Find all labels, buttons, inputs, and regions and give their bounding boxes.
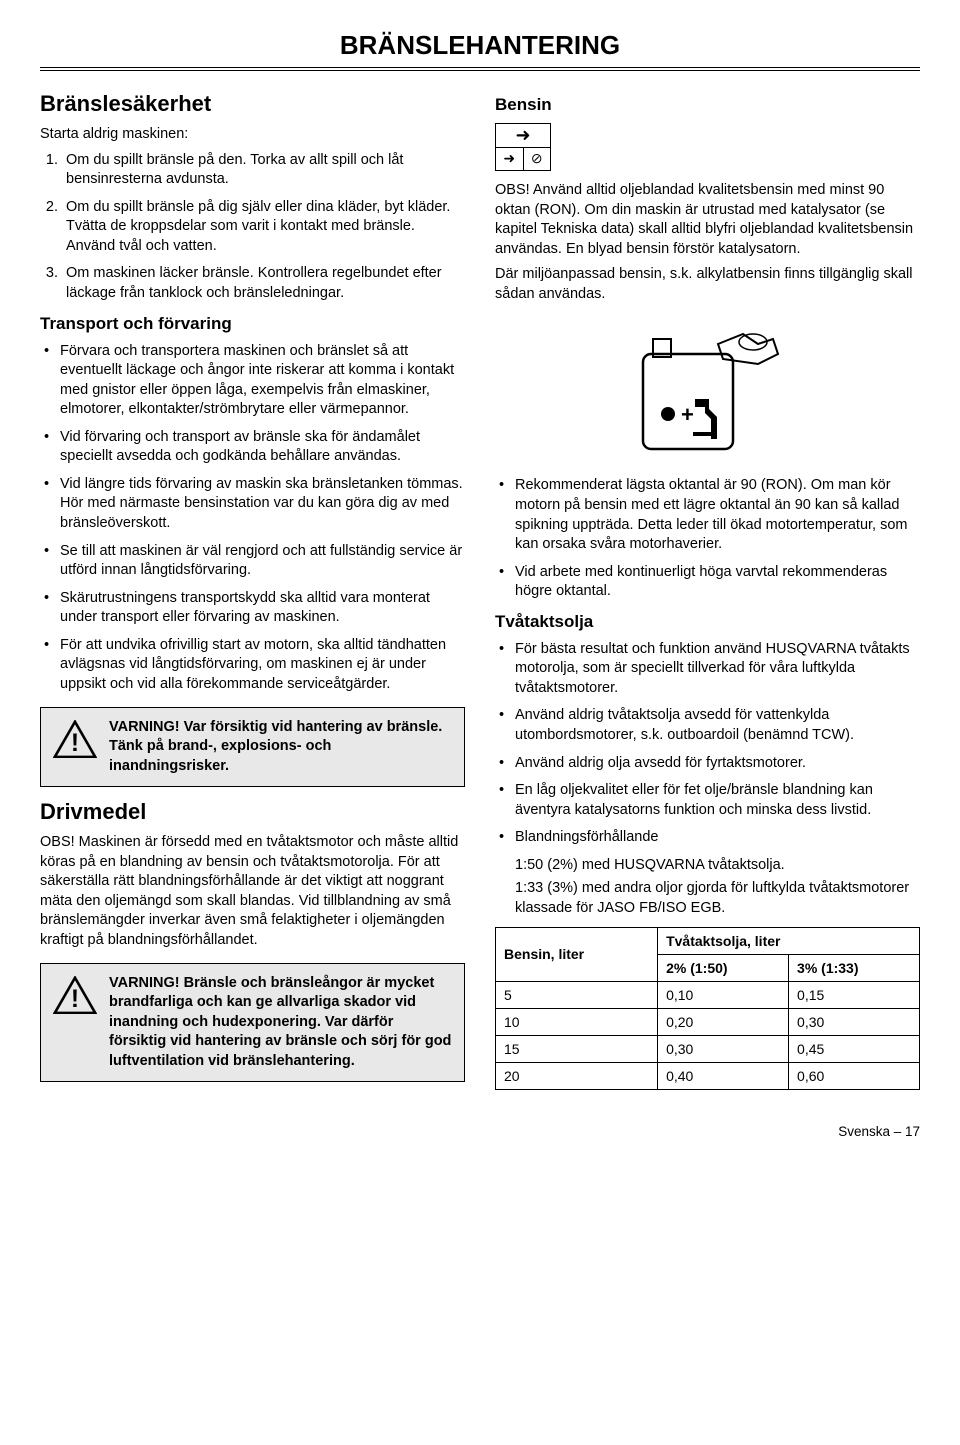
mix-ratio-1: 1:50 (2%) med HUSQVARNA tvåtaktsolja. [495, 856, 920, 876]
table-cell: 15 [496, 1035, 658, 1062]
list-item: Rekommenderat lägsta oktantal är 90 (RON… [495, 476, 920, 554]
warning-text: VARNING! Var försiktig vid hantering av … [109, 718, 452, 777]
svg-text:!: ! [71, 985, 79, 1012]
list-item: Om du spillt bränsle på dig själv eller … [62, 198, 465, 257]
safety-list: Om du spillt bränsle på den. Torka av al… [40, 151, 465, 304]
content-columns: Bränslesäkerhet Starta aldrig maskinen: … [40, 85, 920, 1094]
heading-drivmedel: Drivmedel [40, 799, 465, 825]
rule-top [40, 67, 920, 68]
table-cell: 5 [496, 981, 658, 1008]
oil-list: För bästa resultat och funktion använd H… [495, 640, 920, 848]
table-cell: 0,15 [789, 981, 920, 1008]
table-cell: 0,60 [789, 1062, 920, 1089]
fuel-symbol-icon: ➜ ➜⊘ [495, 123, 551, 171]
table-header: 3% (1:33) [789, 954, 920, 981]
table-cell: 0,30 [789, 1008, 920, 1035]
table-cell: 10 [496, 1008, 658, 1035]
table-header: Tvåtaktsolja, liter [658, 927, 920, 954]
page-title: BRÄNSLEHANTERING [40, 30, 920, 61]
table-cell: 0,45 [789, 1035, 920, 1062]
list-item: Blandningsförhållande [495, 828, 920, 848]
table-row: 20 0,40 0,60 [496, 1062, 920, 1089]
list-item: För att undvika ofrivillig start av moto… [40, 636, 465, 695]
warning-triangle-icon: ! [53, 720, 97, 759]
table-row: 5 0,10 0,15 [496, 981, 920, 1008]
list-item: Vid förvaring och transport av bränsle s… [40, 428, 465, 467]
warning-triangle-icon: ! [53, 976, 97, 1015]
list-item: För bästa resultat och funktion använd H… [495, 640, 920, 699]
mixing-table: Bensin, liter Tvåtaktsolja, liter 2% (1:… [495, 927, 920, 1090]
table-cell: 0,30 [658, 1035, 789, 1062]
table-cell: 0,40 [658, 1062, 789, 1089]
safety-intro: Starta aldrig maskinen: [40, 125, 465, 145]
warning-text: VARNING! Bränsle och bränsleångor är myc… [109, 974, 452, 1072]
bensin-p1: OBS! Använd alltid oljeblandad kvalitets… [495, 181, 920, 259]
table-cell: 0,10 [658, 981, 789, 1008]
right-column: Bensin ➜ ➜⊘ OBS! Använd alltid oljebland… [495, 85, 920, 1094]
table-cell: 20 [496, 1062, 658, 1089]
transport-list: Förvara och transportera maskinen och br… [40, 342, 465, 695]
table-row: 10 0,20 0,30 [496, 1008, 920, 1035]
list-item: Använd aldrig olja avsedd för fyrtaktsmo… [495, 754, 920, 774]
heading-bensin: Bensin [495, 95, 920, 115]
svg-text:!: ! [71, 729, 79, 756]
table-header: Bensin, liter [496, 927, 658, 981]
list-item: Skärutrustningens transportskydd ska all… [40, 589, 465, 628]
list-item: Om maskinen läcker bränsle. Kontrollera … [62, 264, 465, 303]
table-cell: 0,20 [658, 1008, 789, 1035]
page-footer: Svenska – 17 [40, 1124, 920, 1139]
heading-safety: Bränslesäkerhet [40, 91, 465, 117]
drivmedel-text: OBS! Maskinen är försedd med en tvåtakts… [40, 833, 465, 950]
mix-ratio-2: 1:33 (3%) med andra oljor gjorda för luf… [495, 879, 920, 918]
table-row: 15 0,30 0,45 [496, 1035, 920, 1062]
table-header: 2% (1:50) [658, 954, 789, 981]
heading-oil: Tvåtaktsolja [495, 612, 920, 632]
warning-box-1: ! VARNING! Var försiktig vid hantering a… [40, 707, 465, 788]
list-item: Förvara och transportera maskinen och br… [40, 342, 465, 420]
list-item: Om du spillt bränsle på den. Torka av al… [62, 151, 465, 190]
left-column: Bränslesäkerhet Starta aldrig maskinen: … [40, 85, 465, 1094]
rule-thin [40, 70, 920, 71]
list-item: Vid längre tids förvaring av maskin ska … [40, 475, 465, 534]
list-item: Se till att maskinen är väl rengjord och… [40, 542, 465, 581]
list-item: Vid arbete med kontinuerligt höga varvta… [495, 563, 920, 602]
fuel-can-illustration-icon: + [623, 314, 793, 464]
list-item: Använd aldrig tvåtaktsolja avsedd för va… [495, 706, 920, 745]
heading-transport: Transport och förvaring [40, 314, 465, 334]
bensin-p2: Där miljöanpassad bensin, s.k. alkylatbe… [495, 265, 920, 304]
warning-box-2: ! VARNING! Bränsle och bränsleångor är m… [40, 963, 465, 1083]
bensin-list: Rekommenderat lägsta oktantal är 90 (RON… [495, 476, 920, 601]
list-item: En låg oljekvalitet eller för fet olje/b… [495, 781, 920, 820]
svg-text:+: + [681, 402, 694, 427]
